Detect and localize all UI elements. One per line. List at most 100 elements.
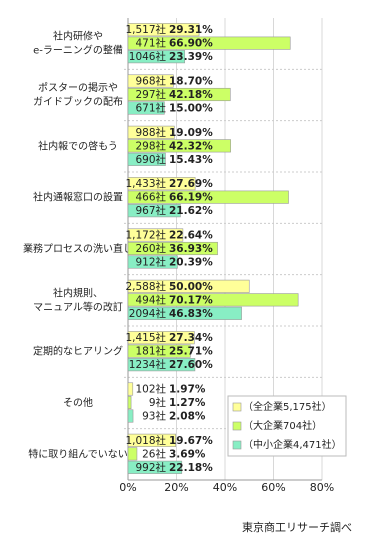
- bar: [127, 177, 196, 191]
- legend-label: （中小企業4,471社）: [243, 438, 342, 451]
- y-tick-label: 社内規則、マニュアル等の改訂: [33, 286, 123, 313]
- y-tick-line: 特に取り組んでいない: [28, 447, 128, 460]
- y-tick-label: 社内報での啓もう: [38, 139, 118, 152]
- bar: [127, 50, 186, 64]
- legend-swatch: [232, 440, 242, 450]
- y-tick-line: 社内通報窓口の設置: [33, 191, 123, 204]
- count-label: 494社: [135, 293, 166, 306]
- y-tick-line: マニュアル等の改訂: [33, 300, 123, 313]
- bar: [127, 125, 175, 139]
- x-tick-label: 40%: [213, 481, 237, 494]
- count-label: 912社: [135, 256, 166, 269]
- value-label: 18.70%: [169, 76, 213, 88]
- value-label: 70.17%: [169, 294, 213, 306]
- bar: [127, 228, 184, 242]
- bar: [127, 152, 166, 166]
- y-tick-line: e-ラーニングの整備: [33, 44, 123, 57]
- count-label: 2094社: [129, 307, 167, 320]
- value-label: 1.27%: [169, 397, 206, 409]
- value-label: 29.31%: [169, 24, 213, 36]
- count-label: 181社: [135, 345, 166, 358]
- count-label: 93社: [142, 410, 166, 423]
- legend-box: [227, 395, 347, 457]
- count-label: 26社: [142, 447, 166, 460]
- x-tick-label: 0%: [119, 481, 136, 494]
- value-label: 15.00%: [169, 103, 213, 115]
- value-label: 1.97%: [169, 384, 206, 396]
- value-label: 42.18%: [169, 89, 213, 101]
- value-label: 19.67%: [169, 435, 213, 447]
- y-tick-line: 社内規則、: [53, 286, 103, 299]
- value-label: 23.39%: [169, 51, 213, 63]
- bar: [127, 331, 195, 345]
- count-label: 671社: [135, 102, 166, 115]
- count-label: 1,415社: [125, 331, 166, 344]
- count-label: 992社: [135, 461, 166, 474]
- y-tick-line: 社内研修や: [53, 30, 103, 43]
- value-label: 15.43%: [169, 154, 213, 166]
- legend-swatch: [232, 421, 242, 431]
- count-label: 968社: [135, 75, 166, 88]
- bar: [127, 433, 176, 447]
- bar: [127, 36, 291, 50]
- count-label: 1046社: [129, 50, 167, 63]
- bar: [127, 306, 242, 320]
- y-tick-line: その他: [63, 396, 93, 409]
- legend-label: （全企業5,175社）: [243, 400, 332, 413]
- count-label: 967社: [135, 204, 166, 217]
- bar: [127, 409, 134, 423]
- value-label: 36.93%: [169, 243, 213, 255]
- bar: [127, 190, 289, 204]
- x-tick-label: 80%: [310, 481, 334, 494]
- count-label: 1234社: [129, 358, 167, 371]
- count-label: 466社: [135, 191, 166, 204]
- count-label: 1,517社: [125, 23, 166, 36]
- bar: [127, 74, 174, 88]
- y-tick-label: 特に取り組んでいない: [28, 447, 128, 460]
- count-label: 1,018社: [125, 434, 166, 447]
- bar: [127, 139, 231, 153]
- bar: [127, 447, 138, 461]
- count-label: 988社: [135, 126, 166, 139]
- y-tick-label: 社内研修や e-ラーニングの整備: [33, 30, 123, 57]
- bar: [127, 241, 218, 256]
- y-tick-line: ガイドブックの配布: [33, 95, 123, 108]
- count-label: 1,172社: [125, 229, 166, 242]
- bar: [127, 279, 250, 293]
- bar: [127, 358, 196, 372]
- y-tick-line: 定期的なヒアリング: [33, 345, 123, 358]
- y-tick-label: 定期的なヒアリング: [33, 345, 123, 358]
- count-label: 471社: [135, 37, 166, 50]
- count-label: 298社: [135, 139, 166, 152]
- value-label: 20.39%: [169, 257, 213, 269]
- value-label: 2.08%: [169, 411, 206, 423]
- value-label: 66.19%: [169, 192, 213, 204]
- count-label: 2,588社: [125, 280, 166, 293]
- y-tick-label: 社内通報窓口の設置: [33, 191, 123, 204]
- count-label: 260社: [135, 242, 166, 255]
- bar: [127, 87, 231, 102]
- value-label: 22.64%: [169, 230, 213, 242]
- value-label: 21.62%: [169, 205, 213, 217]
- y-tick-line: 業務プロセスの洗い直し: [23, 242, 133, 255]
- y-tick-label: ポスターの掲示やガイドブックの配布: [33, 82, 123, 108]
- count-label: 690社: [135, 153, 166, 166]
- bar: [127, 395, 132, 410]
- source: 東京商工リサーチ調べ: [242, 520, 352, 534]
- y-tick-line: ポスターの掲示や: [38, 82, 118, 94]
- legend-label: （大企業704社）: [243, 419, 322, 432]
- bar: [127, 23, 200, 37]
- value-label: 42.32%: [169, 140, 213, 152]
- bar: [127, 382, 134, 396]
- bar: [127, 344, 191, 358]
- value-label: 50.00%: [169, 281, 213, 293]
- value-label: 27.60%: [169, 359, 213, 371]
- bar: [127, 204, 181, 218]
- legend-swatch: [232, 402, 242, 412]
- bar: [127, 293, 299, 307]
- value-label: 27.69%: [169, 178, 213, 190]
- count-label: 9社: [149, 396, 167, 409]
- x-tick-label: 20%: [164, 481, 188, 494]
- x-tick-label: 60%: [261, 481, 285, 494]
